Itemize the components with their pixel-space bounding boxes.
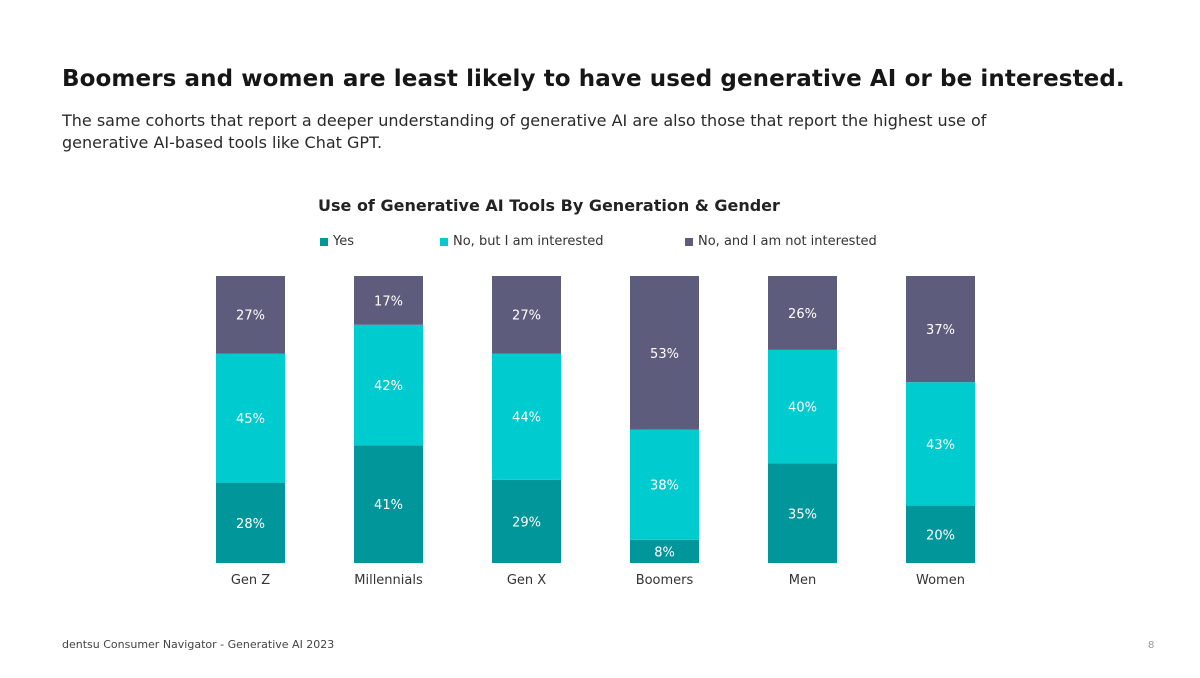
bar-millennials-interested [354,324,423,446]
bar-boomers-interested [630,429,699,540]
category-label-millennials: Millennials [354,573,423,588]
bar-women-interested [906,382,975,506]
chart-title: Use of Generative AI Tools By Generation… [318,196,780,215]
label-men-not-interested: 26% [788,307,817,322]
legend-swatch-not-interested [685,237,693,246]
legend-label-not-interested: No, and I am not interested [698,234,877,249]
bar-boomers-not-interested [630,276,699,430]
label-millennials-interested: 42% [374,379,403,394]
bar-women-yes [906,505,975,563]
label-gen-x-yes: 29% [512,515,541,530]
label-women-yes: 20% [926,528,955,543]
bar-gen-x-yes [492,479,561,563]
legend-label-interested: No, but I am interested [453,234,604,249]
label-gen-z-interested: 45% [236,412,265,427]
bar-women-not-interested [906,276,975,383]
bar-men-yes [768,463,837,563]
legend-item-interested: No, but I am interested [440,234,604,249]
category-label-gen-x: Gen X [507,573,546,588]
label-men-interested: 40% [788,401,817,416]
page-number: 8 [1148,640,1155,651]
bar-millennials-yes [354,445,423,563]
category-label-women: Women [916,573,965,588]
label-gen-x-interested: 44% [512,411,541,426]
legend-swatch-interested [440,237,448,246]
label-millennials-not-interested: 17% [374,294,403,309]
label-boomers-not-interested: 53% [650,347,679,362]
bar-men-not-interested [768,276,837,350]
slide-title: Boomers and women are least likely to ha… [62,66,1125,92]
label-women-interested: 43% [926,438,955,453]
slide-subtitle: The same cohorts that report a deeper un… [62,111,987,152]
footer-source: dentsu Consumer Navigator - Generative A… [62,638,335,651]
bar-gen-x-not-interested [492,276,561,354]
bar-gen-z-not-interested [216,276,285,354]
legend-item-not-interested: No, and I am not interested [685,234,877,249]
label-boomers-yes: 8% [654,545,675,560]
bar-men-interested [768,349,837,464]
label-gen-x-not-interested: 27% [512,309,541,324]
category-label-gen-z: Gen Z [231,573,270,588]
bar-gen-x-interested [492,353,561,480]
label-gen-z-yes: 28% [236,517,265,532]
legend-label-yes: Yes [333,234,354,249]
legend-swatch-yes [320,237,328,246]
bar-gen-z-yes [216,482,285,563]
label-men-yes: 35% [788,507,817,522]
category-label-boomers: Boomers [636,573,694,588]
legend-item-yes: Yes [320,234,354,249]
category-label-men: Men [789,573,816,588]
label-women-not-interested: 37% [926,323,955,338]
bar-boomers-yes [630,539,699,563]
label-millennials-yes: 41% [374,498,403,513]
label-gen-z-not-interested: 27% [236,309,265,324]
bar-millennials-not-interested [354,276,423,325]
label-boomers-interested: 38% [650,479,679,494]
bar-gen-z-interested [216,353,285,483]
